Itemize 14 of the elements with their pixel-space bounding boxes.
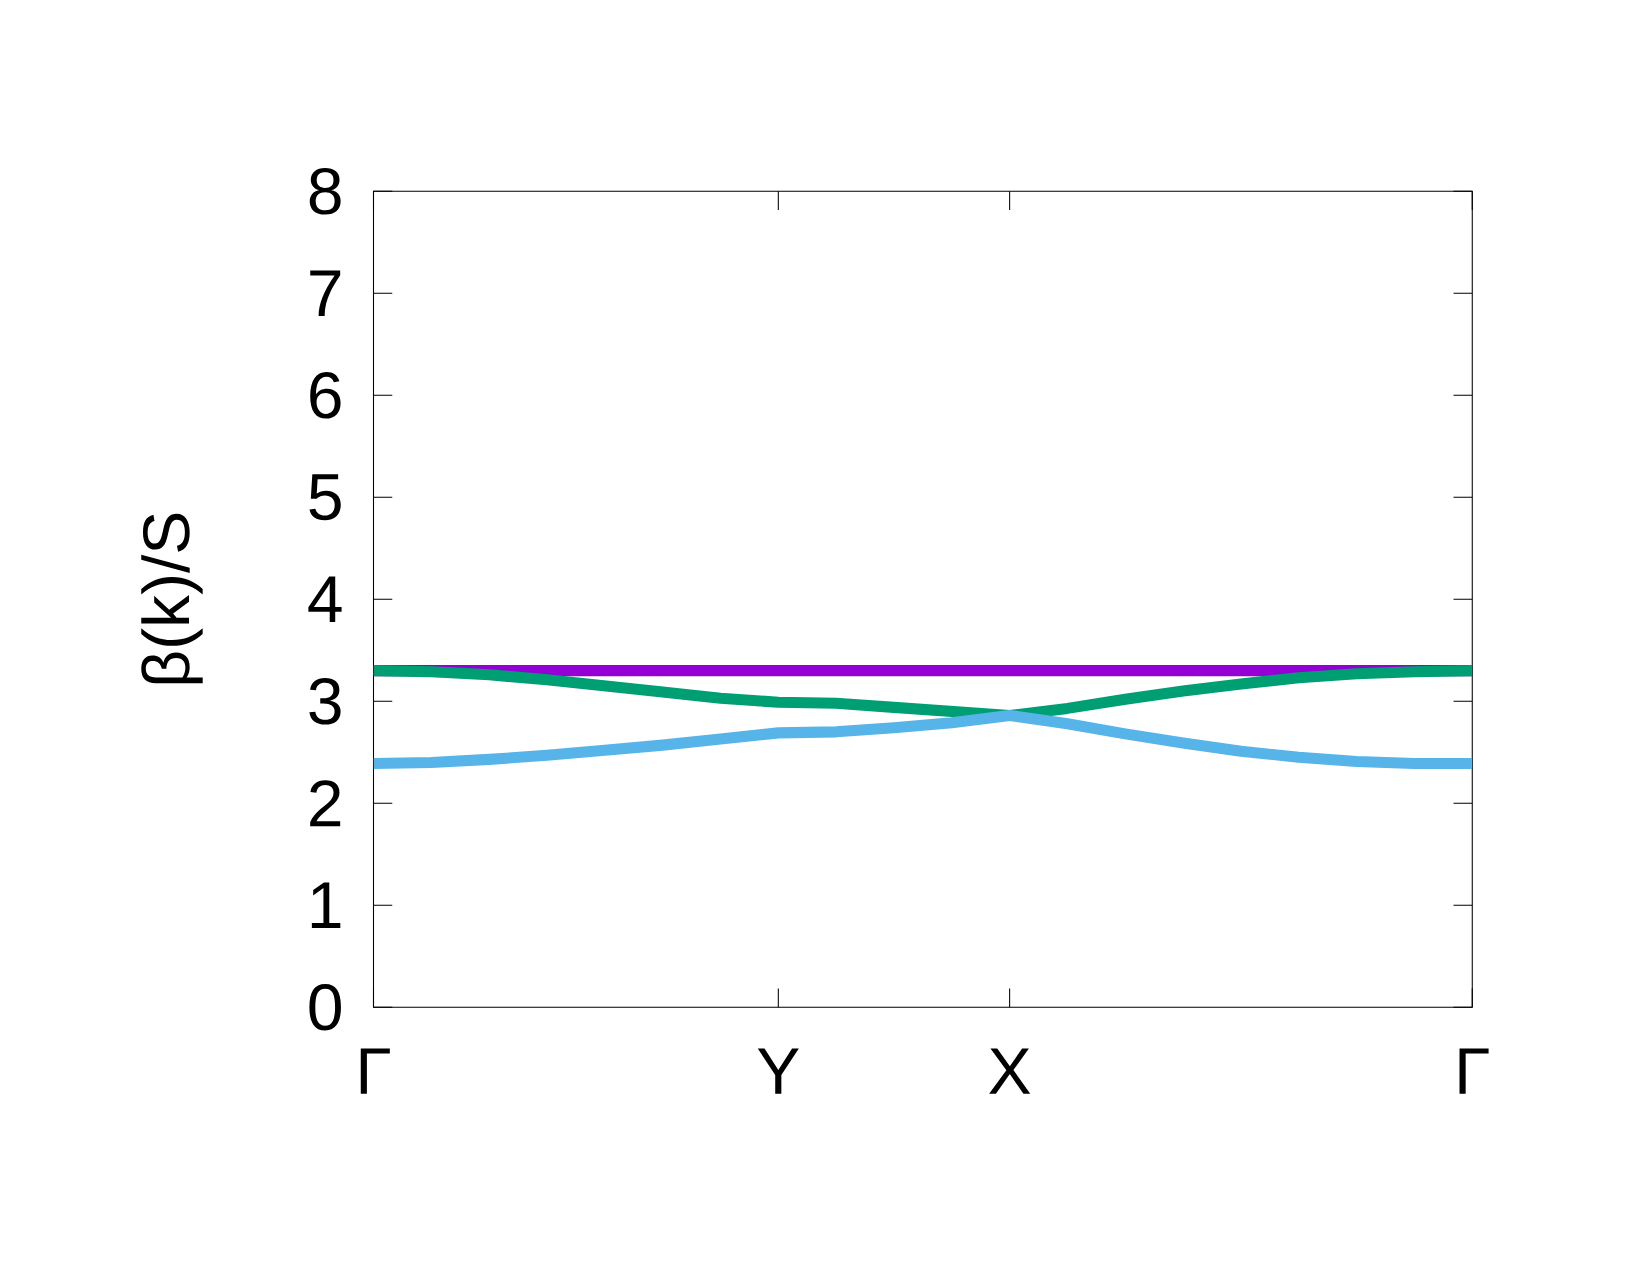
- y-tick-label: 8: [309, 167, 341, 215]
- x-tick-label: Γ: [1459, 1048, 1489, 1094]
- x-tick-label: Γ: [360, 1048, 390, 1094]
- y-tick-label: 4: [308, 576, 342, 622]
- y-tick-label: 6: [310, 371, 341, 419]
- y-tick-label: 1: [311, 882, 341, 928]
- x-tick-label: Y: [757, 1048, 799, 1094]
- y-tick-label: 0: [309, 983, 341, 1031]
- y-tick-label: 5: [309, 474, 341, 521]
- y-tick-label: 3: [309, 677, 341, 725]
- x-tick-label: X: [989, 1048, 1031, 1094]
- y-tick-label: 7: [310, 270, 341, 316]
- y-tick-label: 2: [310, 780, 341, 827]
- y-axis-title: β(k)/S: [141, 513, 203, 684]
